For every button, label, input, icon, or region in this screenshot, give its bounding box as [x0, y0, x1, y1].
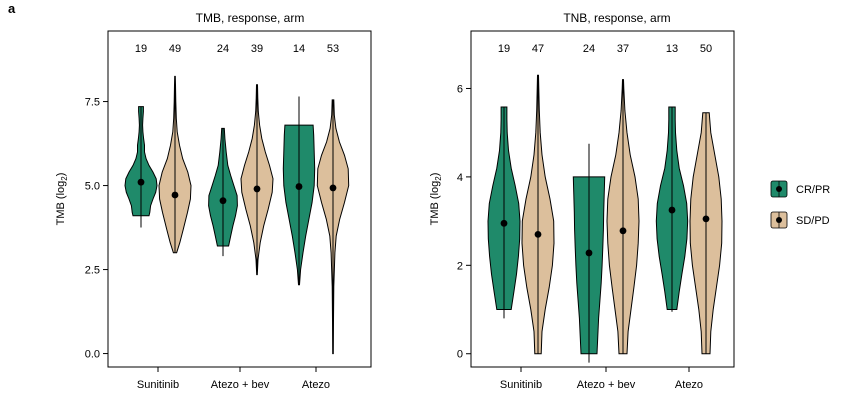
chart-title: TNB, response, arm — [563, 11, 670, 25]
median-point-cr-pr — [295, 183, 303, 190]
y-tick-label: 2 — [457, 260, 463, 272]
median-point-sd-pd — [619, 227, 627, 235]
y-tick-label: 6 — [457, 83, 463, 95]
median-point-cr-pr — [137, 178, 145, 186]
count-label-cr-pr: 14 — [293, 43, 305, 55]
legend-label-sd-pd: SD/PD — [796, 215, 830, 227]
y-tick-label: 0 — [457, 349, 463, 361]
y-tick-label: 5.0 — [85, 181, 100, 193]
median-point-cr-pr — [585, 249, 593, 257]
x-tick-label: Sunitinib — [137, 379, 179, 391]
x-tick-label: Atezo — [302, 379, 330, 391]
legend: CR/PR SD/PD — [770, 180, 830, 229]
count-label-cr-pr: 19 — [498, 43, 510, 55]
chart-tmb: TMB, response, arm TMB (log2) 0.0 2.5 5.0 7… — [55, 11, 372, 391]
count-label-sd-pd: 50 — [700, 43, 712, 55]
count-label-sd-pd: 53 — [327, 43, 339, 55]
panel-label: a — [8, 1, 16, 16]
median-point-sd-pd — [171, 191, 179, 199]
y-tick-label: 7.5 — [85, 97, 100, 109]
median-point-cr-pr — [219, 197, 227, 205]
x-tick-label: Atezo + bev — [211, 379, 270, 391]
median-point-sd-pd — [329, 184, 337, 192]
count-label-sd-pd: 49 — [169, 43, 181, 55]
legend-item-sd-pd: SD/PD — [770, 211, 830, 229]
median-point-sd-pd — [253, 185, 261, 193]
x-tick-label: Sunitinib — [500, 379, 542, 391]
count-label-sd-pd: 39 — [251, 43, 263, 55]
y-axis-label: TMB (log2) — [429, 173, 443, 226]
y-tick-label: 0.0 — [85, 349, 100, 361]
chart-title: TMB, response, arm — [196, 11, 305, 25]
x-tick-label: Atezo — [675, 379, 703, 391]
count-label-cr-pr: 24 — [217, 43, 229, 55]
median-point-cr-pr — [500, 219, 508, 227]
count-label-cr-pr: 13 — [666, 43, 678, 55]
median-point-sd-pd — [534, 230, 542, 238]
y-axis-label: TMB (log2) — [55, 173, 69, 226]
y-tick-label: 2.5 — [85, 265, 100, 277]
median-point-sd-pd — [702, 215, 710, 223]
legend-item-cr-pr: CR/PR — [770, 180, 830, 198]
count-label-cr-pr: 19 — [135, 43, 147, 55]
median-point-cr-pr — [668, 206, 676, 214]
legend-label-cr-pr: CR/PR — [796, 184, 830, 196]
y-tick-label: 4 — [457, 172, 463, 184]
count-label-sd-pd: 37 — [617, 43, 629, 55]
plot-frame — [470, 30, 735, 368]
count-label-sd-pd: 47 — [532, 43, 544, 55]
x-tick-label: Atezo + bev — [577, 379, 636, 391]
count-label-cr-pr: 24 — [583, 43, 595, 55]
